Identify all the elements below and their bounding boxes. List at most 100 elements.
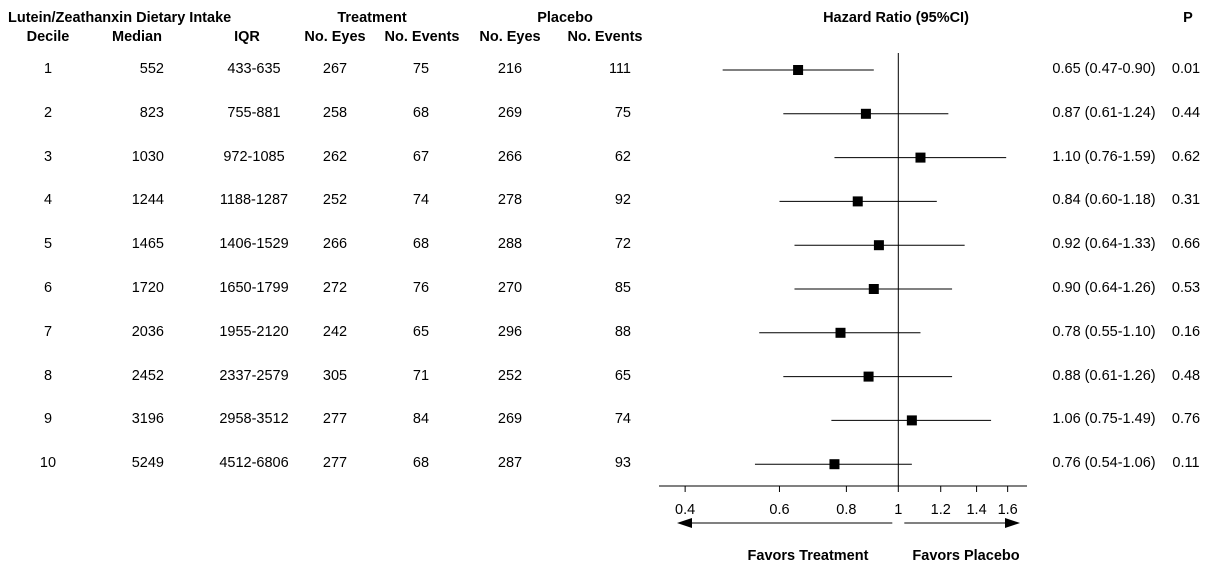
cell-p-eyes: 269 <box>497 411 523 428</box>
cell-hr-text: 0.76 (0.54-1.06) <box>1052 455 1156 472</box>
cell-p-eyes: 269 <box>497 104 523 121</box>
hr-marker <box>915 152 926 163</box>
cell-iqr: 755-881 <box>227 104 281 121</box>
cell-t-eyes: 252 <box>322 192 348 209</box>
cell-decile: 7 <box>43 323 53 340</box>
cell-p-events: 92 <box>614 192 631 209</box>
hr-marker <box>868 284 879 294</box>
cell-decile: 5 <box>43 236 53 253</box>
cell-p-events: 75 <box>614 104 631 121</box>
cell-hr-text: 0.84 (0.60-1.18) <box>1052 192 1156 209</box>
hr-marker <box>852 196 863 207</box>
cell-t-events: 65 <box>412 323 430 340</box>
hr-marker <box>793 65 804 75</box>
cell-t-events: 75 <box>412 61 430 77</box>
cell-iqr: 2958-3512 <box>219 411 289 428</box>
cell-t-eyes: 262 <box>322 148 348 165</box>
header-treatment-events: No. Events <box>384 29 460 45</box>
cell-t-eyes: 272 <box>322 280 348 296</box>
cell-median: 1030 <box>131 148 164 165</box>
cell-p-events: 74 <box>614 411 631 428</box>
left-arrowhead <box>677 518 692 528</box>
cell-hr-text: 1.06 (0.75-1.49) <box>1052 411 1156 428</box>
cell-t-eyes: 258 <box>322 104 348 121</box>
cell-p-eyes: 266 <box>497 148 523 165</box>
cell-t-eyes: 242 <box>322 323 348 340</box>
cell-p: 0.31 <box>1171 192 1201 209</box>
cell-decile: 1 <box>43 61 53 77</box>
cell-hr-text: 0.65 (0.47-0.90) <box>1052 61 1156 77</box>
cell-p-events: 111 <box>608 61 631 77</box>
header-placebo-events: No. Events <box>567 29 643 45</box>
cell-p: 0.44 <box>1171 104 1201 121</box>
cell-p-eyes: 287 <box>497 455 523 472</box>
favors-treatment-label: Favors Treatment <box>747 548 869 564</box>
cell-p-events: 65 <box>614 367 631 384</box>
cell-median: 3196 <box>131 411 164 428</box>
cell-hr-text: 0.87 (0.61-1.24) <box>1052 104 1156 121</box>
cell-median: 1720 <box>131 280 164 296</box>
x-tick-label: 0.4 <box>675 502 695 518</box>
hr-marker <box>860 108 871 119</box>
favors-placebo-label: Favors Placebo <box>912 548 1020 564</box>
cell-t-events: 71 <box>412 367 430 384</box>
cell-p-eyes: 252 <box>497 367 523 384</box>
cell-t-events: 76 <box>412 280 430 296</box>
cell-iqr: 433-635 <box>227 61 281 77</box>
cell-p-eyes: 270 <box>497 280 523 296</box>
cell-decile: 6 <box>43 280 53 296</box>
hr-marker <box>873 240 884 251</box>
header-treatment: Treatment <box>337 10 407 26</box>
cell-t-events: 67 <box>412 148 430 165</box>
cell-median: 5249 <box>131 455 164 472</box>
cell-p: 0.62 <box>1171 148 1201 165</box>
cell-iqr: 1406-1529 <box>219 236 289 253</box>
cell-t-events: 68 <box>412 104 430 121</box>
cell-p: 0.01 <box>1171 61 1201 77</box>
cell-median: 1244 <box>131 192 164 209</box>
cell-p: 0.16 <box>1171 323 1201 340</box>
cell-median: 2036 <box>131 323 164 340</box>
cell-t-eyes: 266 <box>322 236 348 253</box>
header-placebo-eyes: No. Eyes <box>479 29 541 45</box>
cell-hr-text: 0.90 (0.64-1.26) <box>1052 280 1156 296</box>
cell-iqr: 2337-2579 <box>219 367 289 384</box>
cell-decile: 10 <box>39 455 57 472</box>
cell-iqr: 1188-1287 <box>219 192 289 209</box>
hr-marker <box>835 327 846 338</box>
cell-p-events: 85 <box>614 280 631 296</box>
cell-p-events: 62 <box>614 148 631 165</box>
cell-t-events: 84 <box>412 411 430 428</box>
cell-t-eyes: 277 <box>322 411 348 428</box>
x-tick-label: 0.6 <box>769 502 789 518</box>
header-hazard-ratio: Hazard Ratio (95%CI) <box>823 10 969 26</box>
cell-iqr: 972-1085 <box>223 148 285 165</box>
cell-p-eyes: 288 <box>497 236 523 253</box>
cell-p-eyes: 296 <box>497 323 523 340</box>
x-tick-label: 1.2 <box>931 502 951 518</box>
hr-marker <box>906 415 917 426</box>
cell-p: 0.48 <box>1171 367 1201 384</box>
cell-median: 823 <box>139 104 164 121</box>
header-median: Median <box>112 29 162 45</box>
cell-iqr: 4512-6806 <box>219 455 289 472</box>
hr-marker <box>829 459 840 470</box>
x-tick-label: 0.8 <box>836 502 856 518</box>
cell-hr-text: 0.78 (0.55-1.10) <box>1052 323 1156 340</box>
cell-p-eyes: 278 <box>497 192 523 209</box>
header-placebo: Placebo <box>537 10 593 26</box>
cell-median: 552 <box>139 61 164 77</box>
cell-p-events: 88 <box>614 323 631 340</box>
cell-decile: 8 <box>43 367 53 384</box>
cell-decile: 4 <box>43 192 53 209</box>
cell-p: 0.66 <box>1171 236 1201 253</box>
cell-decile: 2 <box>43 104 53 121</box>
header-decile: Decile <box>26 29 70 45</box>
cell-hr-text: 1.10 (0.76-1.59) <box>1052 148 1156 165</box>
cell-p-eyes: 216 <box>497 61 523 77</box>
cell-t-eyes: 267 <box>322 61 348 77</box>
cell-decile: 3 <box>43 148 53 165</box>
header-p: P <box>1183 10 1193 26</box>
cell-t-events: 74 <box>412 192 430 209</box>
